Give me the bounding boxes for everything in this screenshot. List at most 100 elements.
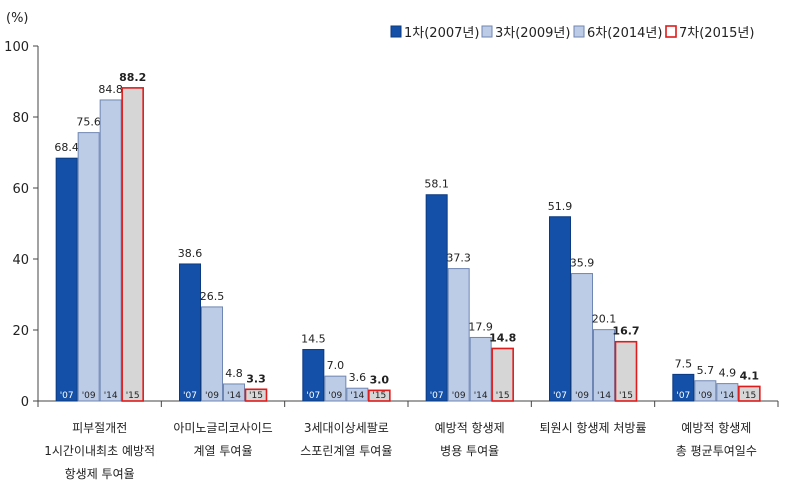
data-label: 38.6	[178, 247, 203, 260]
legend-swatch	[390, 25, 402, 38]
legend-swatch	[573, 25, 585, 38]
bar	[77, 132, 100, 402]
data-label: 16.7	[612, 325, 639, 338]
bar	[447, 268, 470, 402]
y-tick-label: 0	[21, 395, 29, 410]
bar	[55, 157, 78, 402]
year-tag: '15	[372, 391, 386, 401]
y-tick-label: 40	[12, 253, 29, 268]
category-label: 병용 투여율	[440, 444, 499, 458]
y-tick-label: 20	[12, 324, 29, 339]
category-label: 예방적 항생제	[681, 421, 751, 435]
data-label: 14.5	[301, 333, 326, 346]
data-label: 35.9	[570, 257, 595, 270]
category-label: 총 평균투여일수	[676, 444, 757, 458]
data-label: 3.0	[370, 373, 390, 386]
data-label: 58.1	[424, 178, 449, 191]
bar	[716, 383, 739, 402]
category-label: 퇴원시 항생제 처방률	[540, 421, 647, 435]
bar	[694, 380, 717, 402]
bar	[571, 273, 593, 402]
year-tag: '14	[227, 391, 241, 401]
year-tag: '07	[676, 391, 690, 401]
data-label: 14.8	[489, 331, 516, 344]
data-label: 17.9	[468, 320, 493, 333]
category-label: 피부절개전	[72, 421, 127, 435]
year-tag: '07	[60, 391, 74, 401]
category-label: 아미노글리코사이드	[173, 421, 272, 435]
category-label: 스포린계열 투여율	[300, 444, 392, 458]
data-label: 84.8	[98, 83, 123, 96]
data-label: 4.1	[740, 369, 760, 382]
year-tag: '14	[350, 391, 364, 401]
legend: 1차(2007년) 3차(2009년) 6차(2014년) 7차(2015년)	[390, 25, 754, 41]
bar	[425, 194, 448, 402]
data-label: 5.7	[697, 364, 715, 377]
bar	[179, 263, 201, 402]
year-tag: '15	[742, 391, 756, 401]
legend-swatch	[481, 25, 493, 38]
bar	[302, 349, 325, 402]
data-label: 51.9	[548, 200, 573, 213]
bar	[614, 340, 638, 402]
y-tick-label: 60	[12, 182, 29, 197]
bar	[672, 373, 695, 402]
bar	[223, 383, 245, 402]
bar	[346, 387, 369, 402]
year-tag: '09	[698, 391, 712, 401]
bar	[593, 329, 615, 402]
year-tag: '07	[430, 391, 444, 401]
data-label: 3.6	[349, 371, 367, 384]
year-tag: '15	[249, 391, 263, 401]
category-label: 예방적 항생제	[435, 421, 505, 435]
bar	[738, 385, 761, 402]
bar	[121, 87, 144, 402]
y-axis-label: (%)	[6, 11, 29, 26]
year-tag: '14	[474, 391, 488, 401]
data-label: 88.2	[119, 71, 146, 84]
data-label: 20.1	[592, 313, 617, 326]
year-tag: '15	[126, 391, 140, 401]
category-label: 3세대이상세팔로	[304, 421, 389, 435]
y-tick-label: 100	[4, 40, 29, 55]
category-label: 1시간이내최초 예방적	[44, 444, 155, 458]
legend-label: 7차(2015년)	[679, 26, 754, 41]
data-label: 37.3	[446, 252, 471, 265]
bar	[491, 347, 514, 402]
bars: 68.4 '07 38.6 '07 14.5 '07 58.1 '07 51.9 '07 7.5 '0…	[54, 71, 761, 402]
year-tag: '09	[82, 391, 96, 401]
year-tag: '15	[496, 391, 510, 401]
legend-label: 1차(2007년)	[404, 26, 479, 41]
category-label: 계열 투여율	[193, 444, 252, 458]
year-tag: '09	[205, 391, 219, 401]
year-tag: '09	[452, 391, 466, 401]
bar	[99, 99, 122, 402]
data-label: 7.5	[675, 357, 693, 370]
category-label: 항생제 투여율	[65, 467, 135, 481]
year-tag: '14	[720, 391, 734, 401]
bar	[324, 375, 347, 402]
legend-label: 6차(2014년)	[587, 26, 662, 41]
year-tag: '07	[553, 391, 567, 401]
year-tag: '09	[575, 391, 589, 401]
legend-swatch	[665, 25, 677, 38]
bar	[368, 389, 391, 402]
bar	[469, 336, 492, 402]
bar	[549, 216, 571, 402]
year-tag: '07	[183, 391, 197, 401]
year-tag: '09	[328, 391, 342, 401]
year-tag: '15	[619, 391, 633, 401]
data-label: 26.5	[200, 290, 225, 303]
y-tick-label: 80	[12, 111, 29, 126]
bar	[201, 306, 223, 402]
year-tag: '07	[306, 391, 320, 401]
data-label: 3.3	[246, 372, 266, 385]
data-label: 75.6	[76, 116, 101, 129]
data-label: 4.9	[719, 367, 737, 380]
year-tag: '14	[104, 391, 118, 401]
legend-label: 3차(2009년)	[495, 26, 570, 41]
year-tag: '14	[597, 391, 611, 401]
